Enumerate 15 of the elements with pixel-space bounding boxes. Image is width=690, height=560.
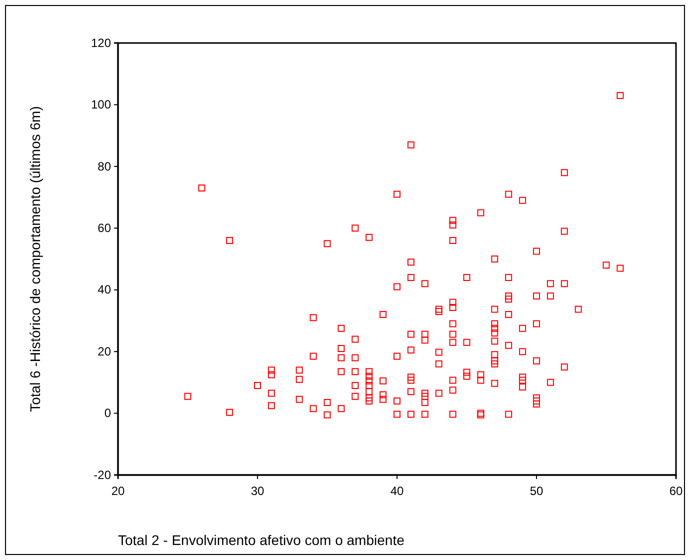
y-tick-label: 0: [104, 406, 112, 420]
x-tick-label: 30: [250, 484, 264, 498]
y-tick-label: -20: [94, 468, 112, 482]
y-tick-label: 40: [98, 282, 112, 297]
y-tick-label: 120: [90, 36, 112, 50]
x-tick-label: 20: [111, 484, 125, 498]
x-tick-label: 40: [390, 484, 404, 498]
y-tick-label: 100: [90, 98, 112, 112]
y-tick-label: 60: [98, 220, 112, 235]
y-axis-title: Total 6 -Histórico de comportamento (últimos 6m): [27, 106, 43, 412]
x-axis-title: Total 2 - Envolvimento afetivo com o ambiente: [118, 532, 405, 548]
y-tick-label: 80: [98, 159, 112, 174]
x-tick-label: 60: [669, 484, 683, 498]
y-tick-label: 20: [98, 344, 112, 358]
x-tick-label: 50: [530, 484, 544, 498]
